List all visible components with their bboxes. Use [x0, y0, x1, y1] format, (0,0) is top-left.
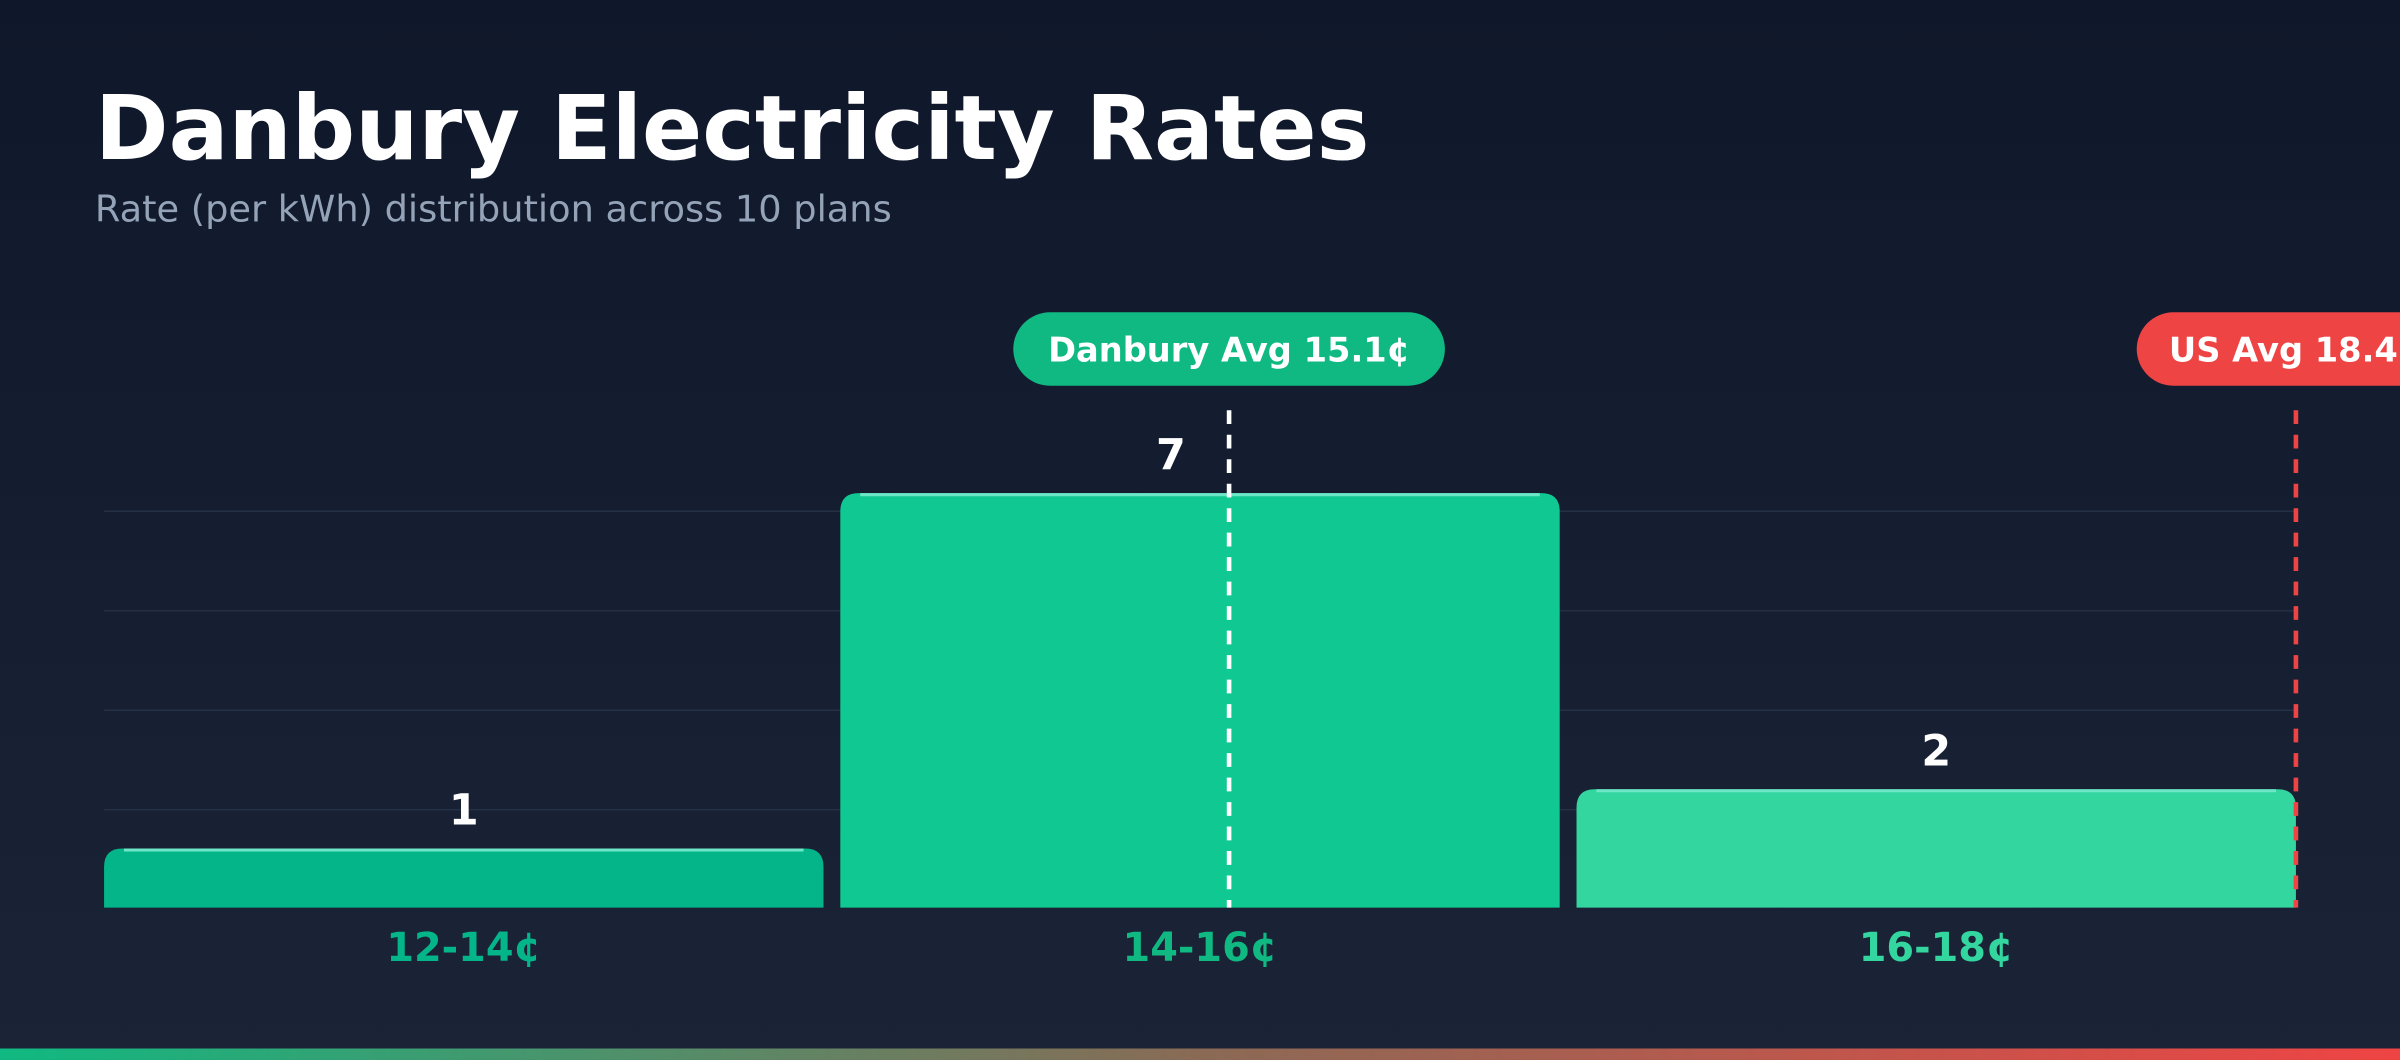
- bar: [840, 493, 1560, 908]
- reference-lines: [1226, 410, 2299, 908]
- bar: [1576, 789, 2296, 908]
- chart-subtitle: Rate (per kWh) distribution across 10 pl…: [95, 188, 892, 231]
- chart-title: Danbury Electricity Rates: [95, 77, 1370, 180]
- annotation-pill: [1013, 312, 1445, 386]
- value-label: 1: [449, 786, 479, 836]
- accent-bar: [0, 1048, 2400, 1060]
- annotation-label: Danbury Avg 15.1¢: [1048, 331, 1410, 370]
- annotation-pill: [2136, 312, 2400, 386]
- annotations: Danbury Avg 15.1¢ US Avg 18.4¢: [1013, 312, 2400, 386]
- bars: 1 12-14¢ 7 14-16¢ 2 16-18¢: [104, 430, 2296, 971]
- annotation-label: US Avg 18.4¢: [2169, 331, 2400, 370]
- x-tick-label: 12-14¢: [386, 925, 541, 971]
- x-tick-label: 14-16¢: [1123, 925, 1278, 971]
- x-tick-label: 16-18¢: [1859, 925, 2014, 971]
- value-label: 7: [1156, 430, 1186, 480]
- value-label: 2: [1921, 727, 1951, 777]
- bar: [104, 848, 824, 908]
